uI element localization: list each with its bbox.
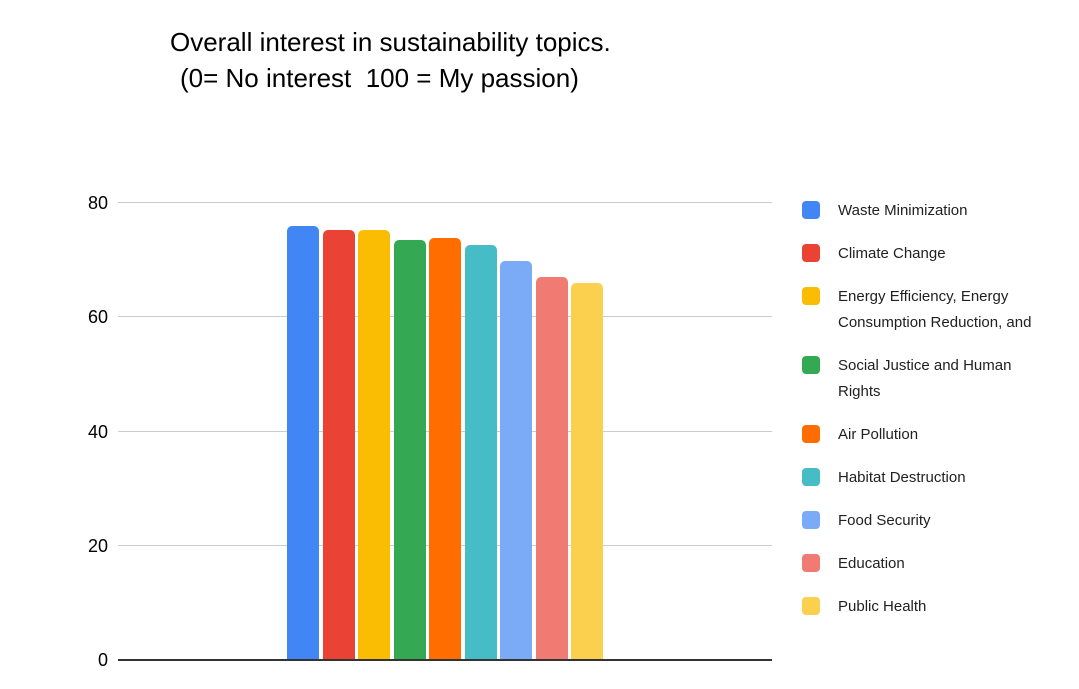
legend-swatch-icon — [802, 425, 820, 443]
legend-label: Food Security — [838, 512, 931, 529]
bar-2 — [358, 230, 390, 660]
legend-label: Climate Change — [838, 245, 946, 262]
legend-swatch-icon — [802, 511, 820, 529]
y-tick-label-80: 80 — [87, 193, 108, 213]
bar-5 — [464, 244, 497, 660]
chart-title: Overall interest in sustainability topic… — [170, 24, 611, 96]
legend-swatch-icon — [802, 244, 820, 262]
legend-swatch-icon — [802, 468, 820, 486]
gridline-80 — [118, 202, 772, 203]
legend-swatch-icon — [802, 201, 820, 219]
legend-swatch-icon — [802, 356, 820, 374]
x-axis-baseline — [118, 659, 772, 661]
legend-label: Air Pollution — [838, 426, 919, 443]
legend-item: Education — [802, 551, 1040, 577]
legend-item: Social Justice and Human Rights — [802, 353, 1040, 405]
y-tick-label-40: 40 — [87, 421, 108, 442]
legend-item: Habitat Destruction — [802, 465, 1040, 491]
bar-6 — [500, 261, 532, 660]
legend-item: Food Security — [802, 508, 1040, 534]
legend: Waste Minimization Climate Change Energy E… — [802, 198, 1040, 637]
bar-4 — [429, 238, 461, 660]
legend-swatch-icon — [802, 554, 820, 572]
legend-item: Air Pollution — [802, 422, 1040, 448]
chart-title-line1: Overall interest in sustainability topic… — [170, 27, 611, 57]
bar-7 — [535, 276, 568, 660]
legend-item: Waste Minimization — [802, 198, 1040, 224]
legend-label: Energy Efficiency, Energy Consumption Re… — [838, 288, 1032, 331]
bar-0 — [287, 226, 319, 660]
y-tick-label-20: 20 — [87, 535, 108, 556]
legend-item: Energy Efficiency, Energy Consumption Re… — [802, 284, 1040, 336]
legend-swatch-icon — [802, 287, 820, 305]
bar-1 — [322, 230, 355, 660]
y-tick-label-0: 0 — [97, 650, 108, 670]
y-tick-label-60: 60 — [87, 307, 108, 328]
legend-label: Public Health — [838, 598, 927, 615]
bar-8 — [571, 282, 603, 660]
legend-item: Climate Change — [802, 241, 1040, 267]
legend-label: Habitat Destruction — [838, 469, 966, 486]
chart-title-line2: (0= No interest 100 = My passion) — [180, 63, 579, 93]
legend-item: Public Health — [802, 594, 1040, 620]
legend-label: Waste Minimization — [838, 202, 968, 219]
legend-label: Education — [838, 555, 905, 572]
plot-area — [118, 202, 772, 661]
legend-label: Social Justice and Human Rights — [838, 357, 1012, 400]
legend-swatch-icon — [802, 597, 820, 615]
bar-3 — [393, 239, 426, 660]
